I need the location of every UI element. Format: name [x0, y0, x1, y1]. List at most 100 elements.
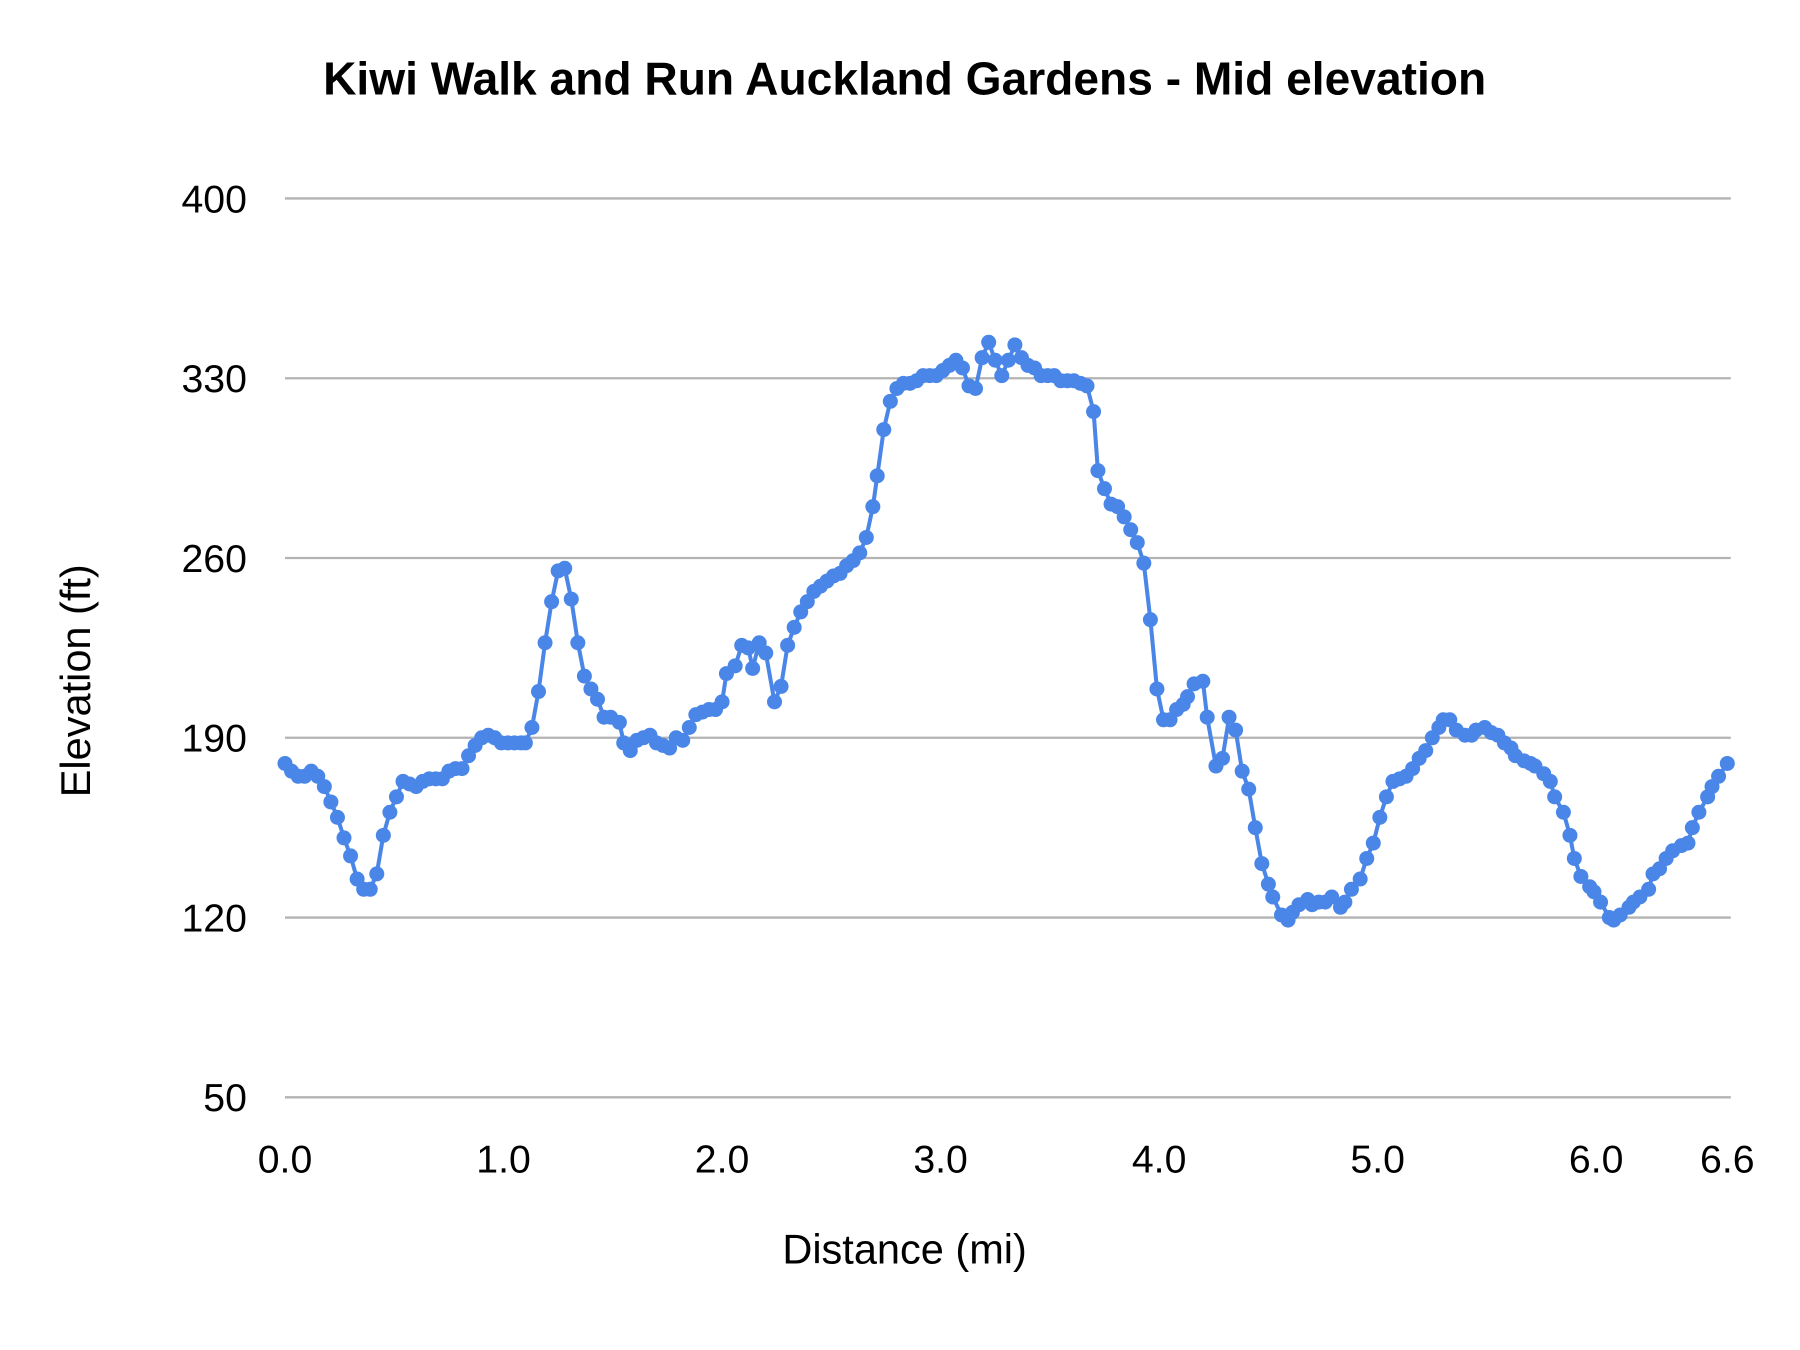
data-point: [954, 360, 970, 376]
data-point: [1593, 894, 1609, 910]
data-point: [517, 735, 533, 751]
data-point: [1142, 612, 1158, 628]
data-point: [1265, 889, 1281, 905]
data-point: [382, 804, 398, 820]
data-point: [388, 789, 404, 805]
data-point: [576, 668, 592, 684]
data-point: [869, 468, 885, 484]
x-tick-label: 4.0: [1132, 1137, 1187, 1181]
data-point: [714, 694, 730, 710]
data-point: [1247, 820, 1263, 836]
data-point: [1359, 850, 1375, 866]
data-point: [1337, 894, 1353, 910]
data-point: [1691, 804, 1707, 820]
x-axis-title: Distance (mi): [782, 1225, 1027, 1272]
x-tick-label: 3.0: [913, 1137, 968, 1181]
y-tick-label: 260: [181, 537, 246, 581]
y-tick-label: 120: [181, 896, 246, 940]
data-point: [1195, 673, 1211, 689]
x-tick-label: 6.0: [1569, 1137, 1624, 1181]
data-point: [524, 719, 540, 735]
y-tick-label: 400: [181, 177, 246, 221]
data-point: [1090, 463, 1106, 479]
data-point: [611, 714, 627, 730]
data-point: [1215, 750, 1230, 766]
data-point: [1254, 856, 1270, 872]
data-point: [758, 645, 774, 661]
data-point: [1000, 352, 1016, 368]
data-point: [1260, 876, 1276, 892]
data-point: [727, 658, 743, 674]
y-tick-label: 190: [181, 717, 246, 761]
data-point: [1324, 889, 1340, 905]
data-point: [454, 761, 470, 777]
data-point: [1116, 509, 1132, 525]
data-point: [1096, 481, 1112, 497]
x-tick-label: 6.6: [1700, 1137, 1755, 1181]
data-point: [1129, 535, 1145, 551]
chart-title: Kiwi Walk and Run Auckland Gardens - Mid…: [323, 53, 1486, 105]
data-point: [1684, 820, 1700, 836]
data-point: [590, 691, 605, 707]
data-point: [858, 529, 874, 545]
data-point: [876, 422, 892, 438]
data-point: [767, 694, 783, 710]
data-point: [329, 809, 345, 825]
y-tick-labels: 50 120 190 260 330 400: [181, 177, 246, 1120]
data-point: [1199, 709, 1215, 725]
data-point: [773, 678, 789, 694]
data-point: [1418, 743, 1434, 759]
data-point: [1149, 681, 1165, 697]
data-point: [675, 732, 691, 748]
data-point: [1711, 768, 1727, 784]
data-point: [1228, 722, 1244, 738]
data-point: [1221, 709, 1237, 725]
data-point: [1086, 404, 1102, 420]
data-point: [336, 830, 352, 846]
data-point: [1007, 337, 1023, 353]
data-point: [994, 368, 1010, 384]
x-tick-label: 0.0: [258, 1137, 313, 1181]
data-point: [981, 334, 997, 350]
y-tick-label: 330: [181, 357, 246, 401]
data-point: [1241, 781, 1257, 797]
data-point: [1573, 868, 1589, 884]
data-point: [369, 866, 385, 882]
data-point: [343, 848, 359, 864]
data-point: [681, 719, 697, 735]
x-tick-label: 1.0: [476, 1137, 531, 1181]
data-point: [786, 619, 802, 635]
data-point: [1680, 835, 1696, 851]
y-axis-title: Elevation (ft): [52, 564, 99, 797]
data-point: [557, 560, 573, 576]
data-point: [968, 381, 984, 397]
x-tick-label: 5.0: [1350, 1137, 1405, 1181]
data-point: [1352, 871, 1368, 887]
data-point: [323, 794, 339, 810]
data-point: [1555, 804, 1571, 820]
data-point: [544, 594, 560, 610]
elevation-series: [277, 334, 1735, 928]
x-tick-labels: 0.0 1.0 2.0 3.0 4.0 5.0 6.0 6.6: [258, 1137, 1755, 1181]
data-point: [745, 660, 761, 676]
data-point: [570, 635, 586, 651]
data-point: [375, 827, 391, 843]
data-point: [1547, 789, 1563, 805]
data-point: [1234, 763, 1250, 779]
data-point: [316, 779, 332, 795]
data-point: [1180, 689, 1196, 705]
data-point: [563, 591, 579, 607]
y-tick-label: 50: [203, 1076, 247, 1120]
data-point: [1542, 773, 1558, 789]
data-point: [1641, 881, 1657, 897]
data-point: [882, 393, 898, 409]
data-point: [1378, 789, 1394, 805]
data-point: [1079, 378, 1095, 394]
data-point: [362, 881, 378, 897]
data-point: [1719, 755, 1735, 771]
data-point: [1123, 522, 1139, 538]
data-point: [1562, 827, 1578, 843]
data-point: [537, 635, 553, 651]
data-point: [1365, 835, 1381, 851]
